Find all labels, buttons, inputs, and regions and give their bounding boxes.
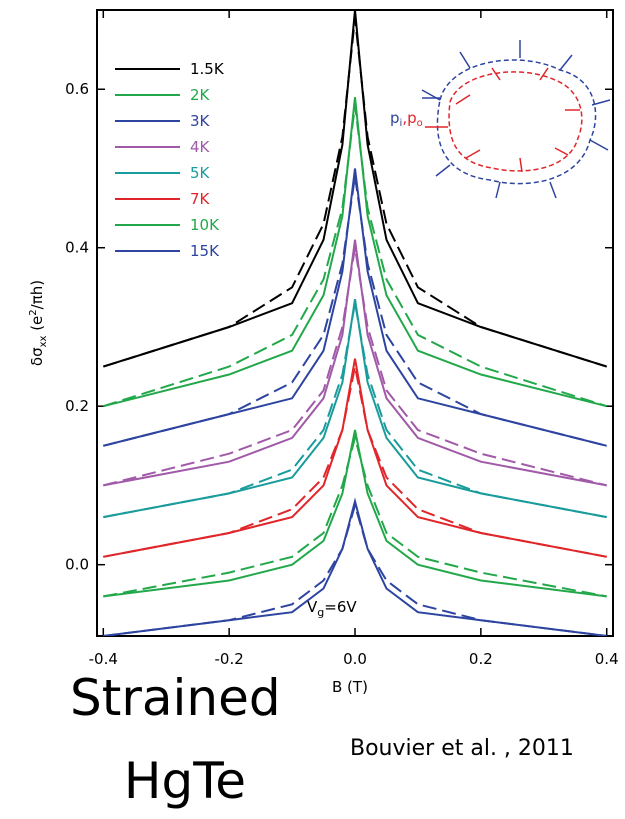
fit-line bbox=[103, 501, 607, 636]
data-line bbox=[103, 97, 607, 408]
data-line bbox=[103, 299, 607, 519]
fit-line bbox=[103, 433, 607, 598]
y-axis-label: δσxx (e2/πh) bbox=[28, 280, 49, 366]
inset-sub: o bbox=[417, 118, 423, 129]
fit-line bbox=[103, 247, 607, 487]
x-tick-label: -0.2 bbox=[215, 650, 244, 668]
x-tick-label: 0.2 bbox=[469, 650, 493, 668]
inset-p: p bbox=[390, 109, 400, 127]
fit-line bbox=[103, 366, 607, 558]
y-label-sup: 2 bbox=[28, 309, 39, 315]
inset-p: ,p bbox=[402, 109, 416, 127]
data-line bbox=[103, 497, 607, 636]
y-label-mid: (e bbox=[28, 316, 46, 336]
y-label-end: /πh) bbox=[28, 280, 46, 309]
legend-label: 3K bbox=[190, 112, 211, 130]
fit-line bbox=[103, 176, 607, 447]
data-line bbox=[103, 239, 607, 487]
x-tick-label: -0.4 bbox=[89, 650, 118, 668]
data-line bbox=[103, 358, 607, 558]
legend-label: 7K bbox=[190, 190, 211, 208]
y-tick-label: 0.6 bbox=[65, 80, 89, 98]
annotation-end: =6V bbox=[324, 598, 357, 616]
annotation-sub: g bbox=[317, 606, 324, 619]
fit-line bbox=[102, 17, 608, 368]
x-tick-label: 0.0 bbox=[343, 650, 367, 668]
legend-label: 1.5K bbox=[190, 60, 225, 78]
data-line bbox=[103, 168, 607, 447]
legend-label: 5K bbox=[190, 164, 211, 182]
legend-label: 10K bbox=[190, 216, 220, 234]
y-tick-label: 0.4 bbox=[65, 239, 89, 257]
x-axis-label: B (T) bbox=[332, 678, 368, 696]
x-tick-label: 0.4 bbox=[595, 650, 619, 668]
inset-diagram bbox=[421, 40, 611, 199]
y-label-sub: xx bbox=[38, 336, 49, 348]
data-line bbox=[102, 10, 608, 368]
annotation: Vg=6V bbox=[307, 598, 357, 619]
inset-sub: i bbox=[400, 118, 403, 129]
y-tick-label: 0.0 bbox=[65, 556, 89, 574]
inset-label: pi,po bbox=[390, 109, 423, 129]
title-line: HgTe bbox=[124, 752, 246, 810]
legend-label: 15K bbox=[190, 242, 220, 260]
legend-label: 4K bbox=[190, 138, 211, 156]
annotation-main: V bbox=[307, 598, 318, 616]
y-label-main: δσ bbox=[28, 347, 46, 366]
title-line: Strained bbox=[70, 669, 281, 727]
fit-line bbox=[103, 303, 607, 519]
y-tick-label: 0.2 bbox=[65, 397, 89, 415]
data-line bbox=[103, 429, 607, 598]
credit: Bouvier et al. , 2011 bbox=[350, 736, 574, 761]
legend-label: 2K bbox=[190, 86, 211, 104]
